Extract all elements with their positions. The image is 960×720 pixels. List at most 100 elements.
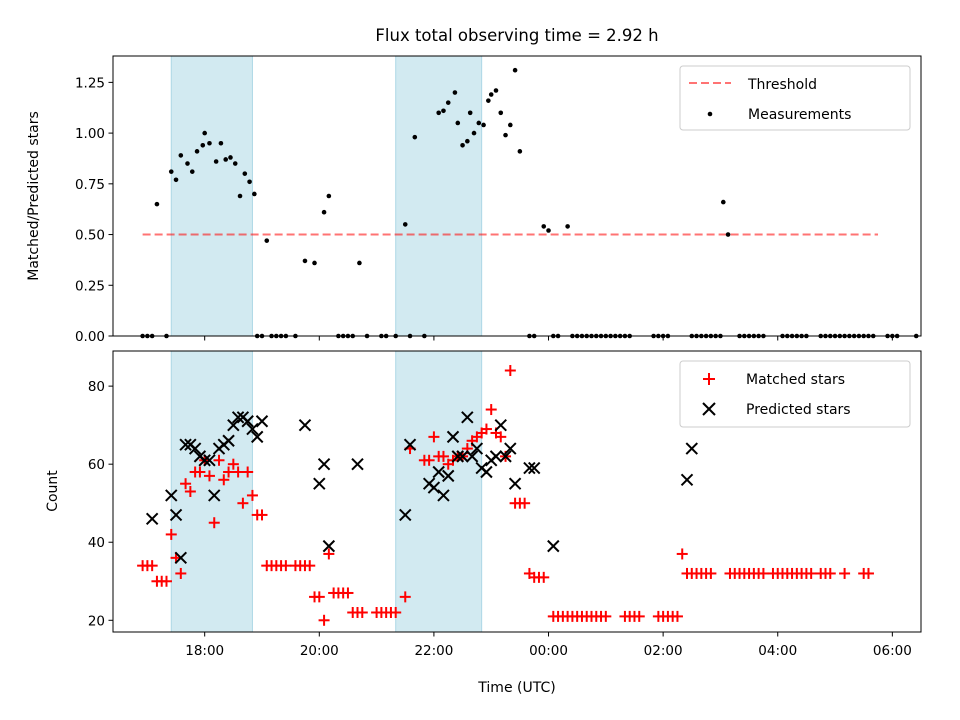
measurement-point [481, 122, 486, 128]
matched-point [194, 466, 206, 478]
matched-point [390, 606, 402, 618]
predicted-point [494, 418, 507, 432]
predicted-point [680, 473, 694, 486]
bottom-x-ticks: 18:00 20:00 22:00 00:00 02:00 04:00 06:00 [185, 632, 912, 659]
predicted-point [298, 418, 312, 432]
predicted-point [222, 434, 235, 447]
top-y-tick-label: 1.00 [75, 126, 105, 142]
bottom-y-ticks: 20 40 60 80 [88, 379, 113, 629]
predicted-point [198, 454, 211, 467]
predicted-point [208, 489, 221, 502]
matched-point [356, 606, 368, 618]
matched-point [232, 466, 244, 478]
measurement-point [412, 134, 418, 140]
predicted-point [461, 411, 474, 424]
measurement-point [488, 92, 494, 97]
measurement-point [402, 222, 408, 227]
matched-point [323, 548, 335, 560]
predicted-point [456, 450, 469, 463]
measurement-point [455, 120, 461, 126]
measurement-point [168, 169, 174, 174]
predicted-point [255, 415, 269, 428]
predicted-point [399, 508, 412, 522]
measurement-point [493, 88, 499, 93]
predicted-point [427, 481, 441, 494]
measurement-point [498, 110, 504, 116]
matched-point [213, 454, 225, 466]
bottom-y-tick-label: 80 [88, 379, 105, 395]
threshold-legend-label: Threshold [747, 77, 817, 93]
top-y-tick-label: 1.25 [75, 75, 105, 91]
x-tick-label: 00:00 [529, 643, 568, 659]
matched-point [160, 575, 172, 587]
measurement-point [452, 90, 458, 95]
measurement-point [326, 193, 332, 199]
measurement-point [471, 130, 477, 136]
measurement-point [486, 98, 491, 103]
matched-point [633, 610, 645, 622]
predicted-point [527, 461, 541, 475]
measurement-point [465, 138, 470, 144]
x-tick-label: 02:00 [644, 643, 683, 659]
top-legend-box [679, 65, 911, 131]
predicted-point [480, 465, 493, 479]
bottom-y-tick-label: 20 [88, 613, 105, 629]
measurement-point [242, 171, 248, 176]
measurement-point [189, 169, 195, 174]
bottom-y-axis-label: Count [45, 470, 61, 512]
predicted-point [231, 411, 245, 424]
bottom-legend: Matched stars Predicted stars [679, 360, 911, 428]
predicted-point [203, 454, 216, 467]
matched-point [242, 466, 254, 478]
predicted-point [145, 512, 159, 526]
predicted-point [523, 461, 536, 475]
x-tick-label: 20:00 [300, 643, 339, 659]
predicted-point [685, 442, 698, 455]
x-tick-label: 04:00 [758, 643, 797, 659]
count-points [137, 365, 874, 626]
top-y-tick-label: 0.75 [75, 177, 105, 193]
predicted-point [241, 415, 254, 428]
matched-point [504, 365, 516, 377]
top-panel: 0.00 0.25 0.50 0.75 1.00 1.25 Matched/Predict… [26, 55, 922, 345]
top-axes-frame [112, 55, 922, 337]
matched-legend-swatch [703, 373, 715, 385]
measurement-point [200, 142, 206, 148]
x-tick-label: 06:00 [873, 643, 912, 659]
top-legend: Threshold Measurements [679, 65, 911, 131]
measurement-point [252, 191, 257, 197]
bottom-y-tick-label: 60 [88, 457, 105, 473]
bottom-y-tick-label: 40 [88, 535, 105, 551]
matched-point [237, 497, 249, 509]
top-y-axis-label: Matched/Predicted stars [26, 111, 42, 281]
matched-point [839, 567, 851, 579]
matched-point [256, 509, 268, 521]
matched-point [485, 404, 497, 416]
measurement-point [202, 130, 207, 136]
matched-point [342, 587, 354, 599]
predicted-point [227, 418, 240, 432]
measurement-point [503, 132, 508, 138]
measurement-point [441, 108, 446, 114]
chart-title: Flux total observing time = 2.92 h [375, 26, 658, 45]
matched-point [280, 560, 292, 572]
matched-point [246, 489, 258, 501]
matched-point [318, 614, 330, 626]
measurement-point [565, 224, 570, 229]
top-x-ticks [204, 336, 893, 341]
matched-point [227, 458, 239, 470]
top-y-tick-label: 0.00 [75, 329, 105, 345]
matched-point [519, 497, 531, 509]
matched-point [862, 567, 874, 579]
measurement-point [232, 161, 238, 166]
measurement-point [228, 155, 233, 160]
matched-legend-label: Matched stars [746, 372, 845, 388]
predicted-legend-label: Predicted stars [746, 402, 851, 418]
measurement-point [436, 110, 441, 116]
measurements-legend-label: Measurements [748, 107, 851, 123]
predicted-point [451, 450, 464, 463]
matched-point [428, 431, 440, 443]
matched-point [676, 548, 688, 560]
predicted-point [322, 539, 336, 553]
